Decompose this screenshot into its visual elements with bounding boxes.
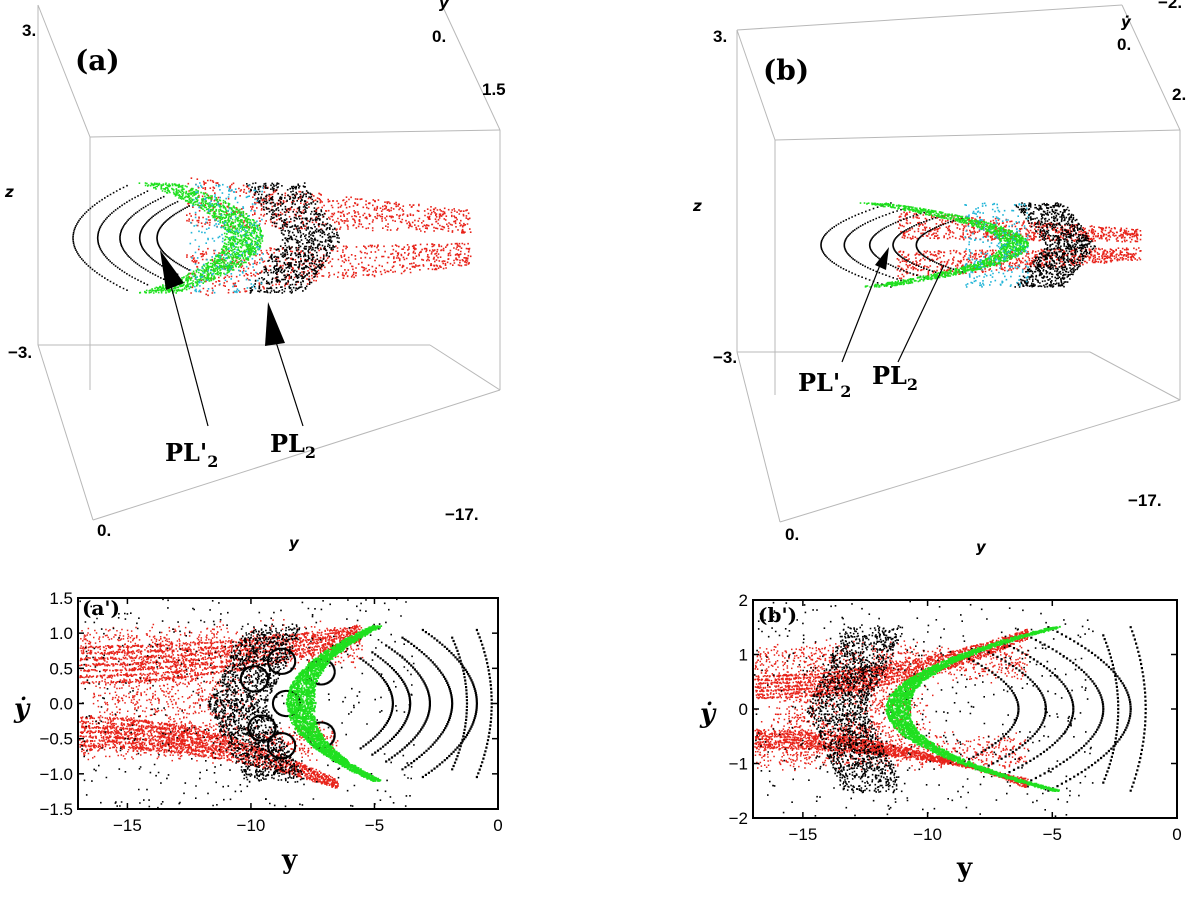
y-tick-label: 1 [739,646,748,665]
panel-a-annotation-pl2-prime: PL'2 [165,438,218,471]
y-tick-label: 1.0 [49,624,73,643]
panel-b-pl2-main: PL [872,361,907,390]
panel-a-prime-points [79,598,493,809]
panel-a-ytick-0: 0. [97,521,111,540]
x-tick-label: −5 [1043,825,1062,844]
panel-b-ytick-0: 0. [785,525,799,544]
panel-b-ytick-1: −17. [1128,491,1162,510]
panel-a-prime-ticks: −15 −10 −5 0 1.5 1.0 0.5 0.0 −0.5 −1.0 −1.5 [39,589,502,835]
panel-b-prime-label: (b') [758,603,797,627]
panel-b-ydot-label: ẏ [1121,13,1132,31]
panel-a-prime-label: (a') [82,596,120,620]
panel-a-prime-xlabel: y [281,845,298,875]
panel-a-ytick-1: −17. [445,505,479,524]
x-tick-label: −10 [913,825,942,844]
black-ring-points [359,628,493,779]
x-tick-label: −15 [113,816,142,835]
panel-b-arrows [841,247,945,363]
panel-a-pl2-prime-sub: 2 [207,452,218,471]
panel-b-3d: (b) 3. −3. z −2. ẏ 0. 2. 0. −17. y PL'2 … [692,0,1186,556]
panel-b-annotation-pl2-prime: PL'2 [798,368,851,401]
x-tick-label: −5 [365,816,384,835]
red-points-3d [896,211,1142,280]
green-points [285,624,383,782]
panel-b-prime: −15 −10 −5 0 2 1 0 −1 −2 (b') y ẏ [699,591,1182,883]
panel-a-label: (a) [75,44,120,77]
y-tick-label: 1.5 [49,589,73,608]
panel-a-ztick-top: 3. [22,21,36,40]
panel-b-prime-ticks: −15 −10 −5 0 2 1 0 −1 −2 [729,591,1182,844]
y-tick-label: −1.5 [39,800,73,819]
panel-b-points [820,202,1142,288]
panel-b-pl2-prime-sub: 2 [840,382,851,401]
panel-a-prime-ylabel: ẏ [13,694,31,724]
x-tick-label: −15 [788,825,817,844]
panel-a-ydot-tick-1: 1.5 [482,80,506,99]
panel-b-prime-ylabel: ẏ [699,699,717,729]
panel-b-ydot-tick-neg: −2. [1158,0,1182,12]
black-points-3d [72,182,340,294]
y-tick-label: −0.5 [39,730,73,749]
y-tick-label: 0 [739,700,748,719]
panel-b-ztick-top: 3. [713,27,727,46]
x-tick-label: −10 [237,816,266,835]
panel-b-ydot-tick-2: 2. [1172,85,1186,104]
panel-a-3d: (a) 3. −3. z 0. 1.5 ẏ 0. −17. y PL'2 PL2 [4,0,506,552]
y-tick-label: 0.0 [49,695,73,714]
panel-a-points [72,177,472,297]
panel-a-arrows [160,250,304,427]
panel-b-label: (b) [763,54,809,87]
panel-b-ylabel: y [976,538,987,556]
panel-b-ydot-tick-0: 0. [1117,35,1131,54]
panel-a-ylabel: y [289,534,300,552]
panel-a-box [37,4,501,521]
panel-a-pl2-prime-main: PL' [165,438,207,467]
black-points-3d [820,202,1096,288]
x-tick-label: 0 [493,816,502,835]
green-points [885,625,1061,792]
panel-a-ydot-label: ẏ [439,0,450,12]
x-tick-label: 0 [1172,825,1181,844]
green-points-3d [138,182,264,294]
panel-b-box [736,4,1181,523]
panel-b-prime-xlabel: y [956,853,973,883]
panel-b-pl2-prime-main: PL' [798,368,840,397]
panel-b-annotation-pl2: PL2 [872,361,918,394]
panel-a-pl2-main: PL [270,429,305,458]
panel-b-pl2-sub: 2 [907,375,918,394]
panel-a-pl2-sub: 2 [305,443,316,462]
y-tick-label: −1.0 [39,765,73,784]
red-points-3d [186,177,472,297]
y-tick-label: −1 [729,755,748,774]
y-tick-label: 0.5 [49,659,73,678]
black-chaotic-points [754,600,1094,817]
panel-b-zlabel: z [692,197,702,215]
y-tick-label: −2 [729,809,748,828]
cyan-points-3d [964,202,1030,288]
panel-b-ztick-bottom: −3. [713,348,737,367]
panel-b-prime-points [754,600,1147,817]
panel-a-ztick-bottom: −3. [8,343,32,362]
panel-a-annotation-pl2: PL2 [270,429,316,462]
green-points-3d [859,202,1029,288]
panel-a-ydot-tick-0: 0. [432,27,446,46]
y-tick-label: 2 [739,591,748,610]
red-points [754,628,1029,788]
panel-a-zlabel: z [4,183,14,201]
panel-a-prime: −15 −10 −5 0 1.5 1.0 0.5 0.0 −0.5 −1.0 −1.5 (a') y… [13,589,503,875]
